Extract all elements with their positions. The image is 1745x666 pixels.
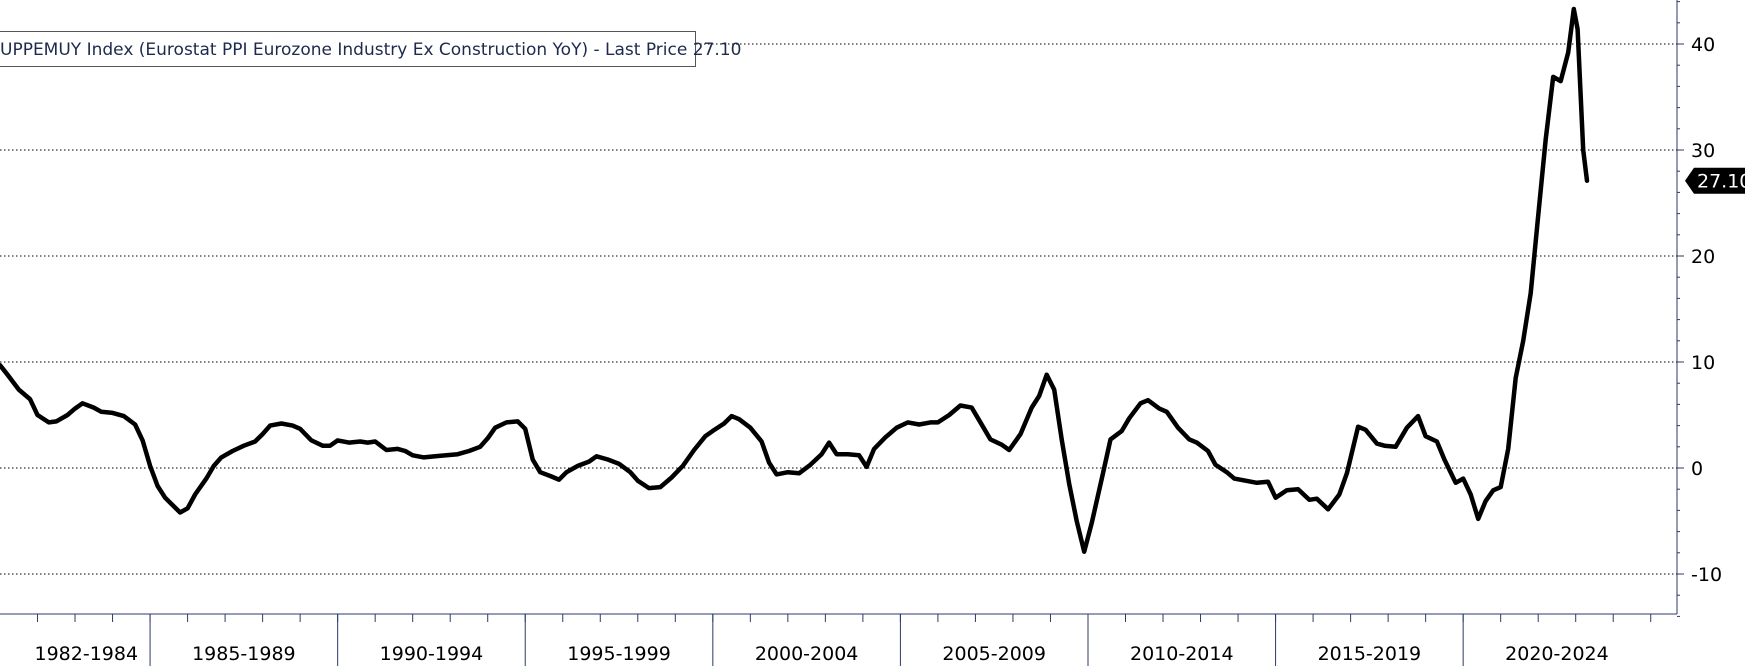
y-axis: -10 0 10 20 30 40 [1676,0,1722,617]
y-tick-label: 20 [1691,246,1715,268]
gridlines [0,43,1677,575]
last-price-value: 27.10 [1697,171,1745,193]
x-tick-label: 2020-2024 [1505,643,1609,665]
y-tick-label: -10 [1691,564,1722,586]
last-price-badge [1685,167,1745,194]
x-tick-label: 1990-1994 [380,643,484,665]
x-tick-label: 2015-2019 [1318,643,1422,665]
y-tick-label: 40 [1691,34,1715,56]
y-tick-label: 10 [1691,352,1715,374]
x-axis: 1982-1984 1985-1989 1990-1994 1995-1999 2000… [0,613,1677,666]
series-line-uppemuy [0,6,1590,554]
last-price-marker: 27.10 [1685,167,1745,194]
y-tick-label: 30 [1691,140,1715,162]
x-tick-label: 2000-2004 [755,643,859,665]
x-tick-label: 2010-2014 [1130,643,1234,665]
x-tick-label: 1985-1989 [192,643,296,665]
legend-box [0,31,696,67]
legend-label: UPPEMUY Index (Eurostat PPI Eurozone Ind… [0,40,742,60]
x-tick-label: 2005-2009 [942,643,1046,665]
x-tick-label: 1982-1984 [34,643,138,665]
x-tick-label: 1995-1999 [567,643,671,665]
y-tick-label: 0 [1691,458,1703,480]
